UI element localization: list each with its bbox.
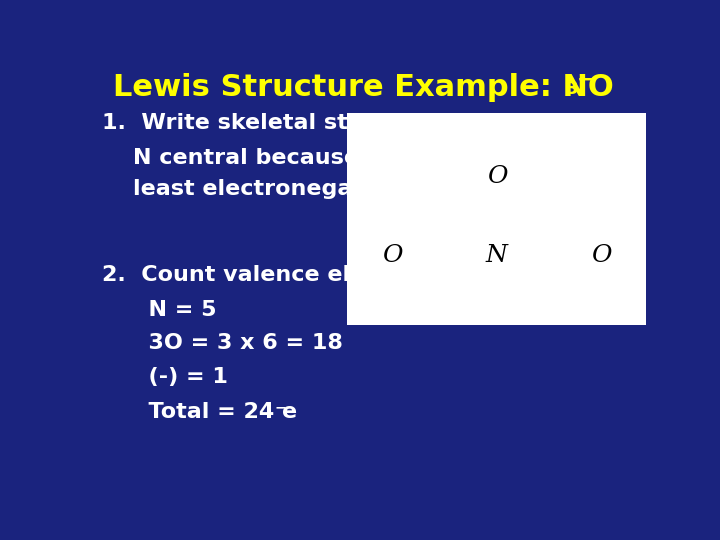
Text: least electronegative: least electronegative (102, 179, 400, 199)
Text: Lewis Structure Example: NO: Lewis Structure Example: NO (113, 72, 614, 102)
Text: N = 5: N = 5 (102, 300, 216, 320)
Text: O: O (487, 165, 507, 188)
Text: O: O (382, 244, 402, 267)
Text: 3O = 3 x 6 = 18: 3O = 3 x 6 = 18 (102, 333, 343, 353)
Text: −: − (274, 401, 287, 415)
Text: N: N (486, 244, 508, 267)
Text: 3: 3 (566, 80, 578, 98)
Text: −: − (577, 70, 594, 90)
Text: O: O (591, 244, 612, 267)
Text: (-) = 1: (-) = 1 (102, 367, 228, 387)
Text: 1.  Write skeletal structure: 1. Write skeletal structure (102, 112, 440, 132)
Text: 2.  Count valence electrons: 2. Count valence electrons (102, 265, 444, 285)
Text: Total = 24 e: Total = 24 e (102, 402, 297, 422)
Bar (347, 112, 647, 325)
Text: N central because it is: N central because it is (102, 148, 413, 168)
